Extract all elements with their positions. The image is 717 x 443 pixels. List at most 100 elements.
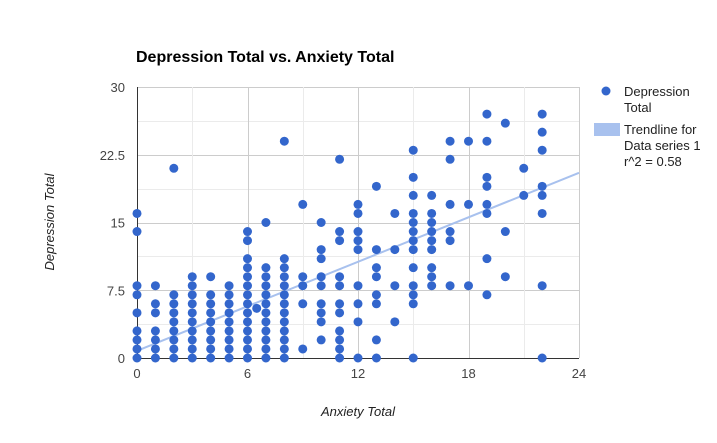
data-point xyxy=(353,208,363,218)
data-point xyxy=(500,227,510,237)
data-point xyxy=(353,317,363,327)
data-point xyxy=(408,236,418,246)
data-point xyxy=(261,344,271,354)
data-point xyxy=(169,353,179,363)
y-axis-ticks: 0 7.5 15 22.5 30 xyxy=(100,80,125,366)
x-axis-title: Anxiety Total xyxy=(320,404,396,419)
data-point xyxy=(132,227,142,237)
data-point xyxy=(150,308,160,318)
data-point xyxy=(371,263,381,273)
data-point xyxy=(353,299,363,309)
data-point xyxy=(187,326,197,336)
data-point xyxy=(427,263,437,273)
data-point xyxy=(187,335,197,345)
data-point xyxy=(279,263,289,273)
data-point xyxy=(279,317,289,327)
y-tick-label: 22.5 xyxy=(100,148,125,163)
data-point xyxy=(169,335,179,345)
data-point xyxy=(150,344,160,354)
data-point xyxy=(150,326,160,336)
data-point xyxy=(279,335,289,345)
data-point xyxy=(408,227,418,237)
data-point xyxy=(224,344,234,354)
data-point xyxy=(298,272,308,282)
data-point xyxy=(261,353,271,363)
data-point xyxy=(206,299,216,309)
data-point xyxy=(224,281,234,291)
data-point xyxy=(243,272,252,282)
data-point xyxy=(150,335,160,345)
data-point xyxy=(187,281,197,291)
data-point xyxy=(427,208,437,218)
data-point xyxy=(132,353,142,363)
data-point xyxy=(335,236,345,246)
x-tick-label: 0 xyxy=(133,366,140,381)
data-point xyxy=(464,199,473,209)
legend-item-trendline: Trendline for Data series 1 r^2 = 0.58 xyxy=(594,122,701,169)
data-point xyxy=(316,218,326,227)
data-point xyxy=(224,326,234,336)
data-point xyxy=(371,353,381,363)
data-point xyxy=(316,335,326,345)
x-tick-label: 6 xyxy=(244,366,251,381)
data-point xyxy=(335,326,345,336)
data-point xyxy=(482,172,492,182)
data-point xyxy=(187,353,197,363)
data-point xyxy=(408,190,418,200)
data-point xyxy=(353,199,363,209)
data-point xyxy=(243,308,252,318)
legend-item-depression: Depression Total xyxy=(601,84,690,115)
data-point xyxy=(243,299,252,309)
data-point xyxy=(353,236,363,246)
data-point xyxy=(408,290,418,300)
data-point xyxy=(335,353,345,363)
data-point xyxy=(371,245,381,255)
data-point xyxy=(482,208,492,218)
data-point xyxy=(261,263,271,273)
y-axis-title: Depression Total xyxy=(42,172,57,270)
data-point xyxy=(464,281,473,291)
data-point xyxy=(243,227,252,237)
x-tick-label: 24 xyxy=(572,366,586,381)
data-point xyxy=(206,344,216,354)
data-point xyxy=(482,136,492,146)
data-point xyxy=(132,208,142,218)
data-point xyxy=(464,136,473,146)
data-point xyxy=(408,218,418,227)
data-points-layer xyxy=(132,109,547,363)
data-point xyxy=(335,335,345,345)
data-point xyxy=(316,317,326,327)
data-point xyxy=(519,190,529,200)
data-point xyxy=(316,281,326,291)
data-point xyxy=(408,172,418,182)
legend-marker-depression xyxy=(601,86,611,96)
data-point xyxy=(427,227,437,237)
data-point xyxy=(132,335,142,345)
data-point xyxy=(500,272,510,282)
data-point xyxy=(482,181,492,191)
data-point xyxy=(335,227,345,237)
y-tick-label: 0 xyxy=(118,351,125,366)
data-point xyxy=(279,326,289,336)
data-point xyxy=(298,344,308,354)
data-point xyxy=(169,326,179,336)
data-point xyxy=(224,335,234,345)
data-point xyxy=(150,353,160,363)
data-point xyxy=(132,290,142,300)
data-point xyxy=(243,263,252,273)
data-point xyxy=(279,281,289,291)
data-point xyxy=(335,308,345,318)
data-point xyxy=(206,317,216,327)
data-point xyxy=(335,344,345,354)
data-point xyxy=(187,299,197,309)
data-point xyxy=(298,281,308,291)
data-point xyxy=(279,136,289,146)
data-point xyxy=(408,263,418,273)
data-point xyxy=(243,236,252,246)
data-point xyxy=(206,335,216,345)
data-point xyxy=(206,290,216,300)
data-point xyxy=(169,290,179,300)
data-point xyxy=(371,181,381,191)
legend-label-trendline: Trendline for Data series 1 xyxy=(624,122,701,153)
